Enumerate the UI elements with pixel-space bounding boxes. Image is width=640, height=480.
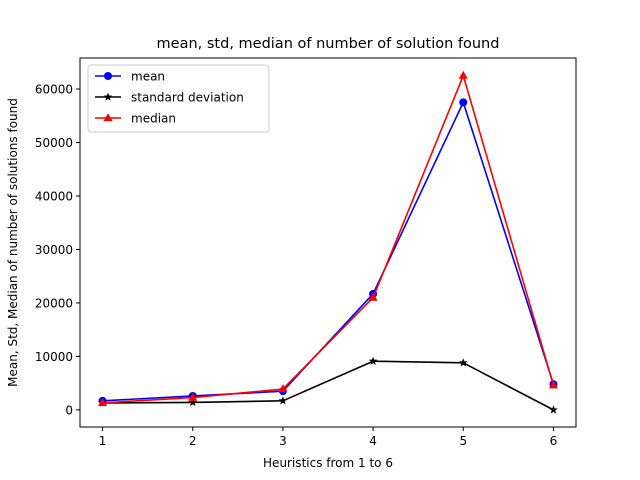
axes-frame: [79, 57, 577, 428]
y-axis-label: Mean, Std, Median of number of solutions…: [6, 98, 20, 387]
legend-entry-median: median: [95, 112, 176, 126]
y-tick-label: 30000: [35, 243, 73, 257]
x-tick-label: 6: [550, 434, 558, 448]
x-axis-label: Heuristics from 1 to 6: [263, 456, 393, 470]
series-line-median: [102, 74, 555, 404]
y-tick-label: 60000: [35, 83, 73, 97]
chart-title: mean, std, median of number of solution …: [157, 36, 500, 52]
x-tick-label: 3: [279, 434, 287, 448]
data-point-standard-deviation: [549, 405, 558, 414]
legend-entry-standard-deviation: standard deviation: [95, 91, 244, 105]
legend-entry-mean: mean: [95, 70, 165, 84]
data-point-standard-deviation: [188, 397, 198, 407]
legend-label: median: [131, 112, 176, 126]
data-point-median: [278, 384, 288, 393]
series-median: [97, 70, 559, 407]
legend: mean standard deviation median: [87, 64, 270, 133]
y-tick-label: 0: [65, 403, 73, 417]
legend-frame: [87, 64, 270, 133]
data-point-median: [188, 392, 198, 401]
y-tick-label: 50000: [35, 136, 73, 150]
legend-label: mean: [131, 70, 165, 84]
legend-marker: [103, 92, 113, 101]
plot-area: [97, 70, 559, 414]
legend-label: standard deviation: [131, 91, 244, 105]
series-mean: [98, 98, 558, 405]
data-point-standard-deviation: [368, 356, 378, 365]
x-tick-label: 4: [369, 434, 377, 448]
data-point-standard-deviation: [278, 396, 288, 405]
series-line-standard-deviation: [102, 360, 554, 411]
data-point-median: [548, 380, 559, 389]
x-axis-ticks: 1 2 3 4 5 6: [99, 427, 558, 448]
legend-marker: [104, 72, 112, 80]
y-tick-label: 40000: [35, 189, 73, 203]
data-point-median: [368, 292, 378, 301]
data-point-mean: [459, 98, 468, 107]
series-standard-deviation: [98, 356, 558, 414]
data-point-standard-deviation: [458, 358, 468, 367]
series-line-mean: [102, 101, 555, 402]
x-tick-label: 2: [189, 434, 197, 448]
legend-marker: [103, 113, 113, 122]
data-point-median: [97, 398, 108, 407]
data-point-median: [458, 70, 468, 79]
y-tick-label: 10000: [35, 350, 73, 364]
y-axis-ticks: 0 10000 20000 30000 40000 50000 60000: [35, 83, 80, 417]
y-tick-label: 20000: [35, 296, 73, 310]
x-tick-label: 1: [99, 434, 107, 448]
x-tick-label: 5: [459, 434, 467, 448]
